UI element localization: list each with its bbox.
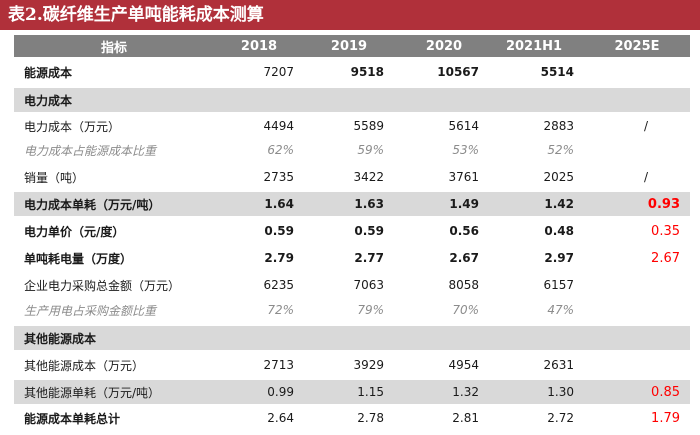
cell-2018: 2.79 <box>264 251 294 265</box>
cell-2021h1: 2025 <box>543 170 574 184</box>
cell-2025e: 1.79 <box>651 410 680 426</box>
header-2021h1: 2021H1 <box>505 38 563 54</box>
section-row: 电力成本 <box>14 88 690 112</box>
row-label: 能源成本单耗总计 <box>24 411 121 426</box>
cell-2018: 4494 <box>263 119 294 133</box>
table-row: 其他能源成本（万元） 2713 3929 4954 2631 <box>14 353 690 377</box>
table-row: 电力单价（元/度） 0.59 0.59 0.56 0.48 0.35 <box>14 219 690 243</box>
table-row: 电力成本占能源成本比重 62% 59% 53% 52% <box>14 138 690 162</box>
cell-2019: 2.77 <box>354 251 384 265</box>
table-row: 生产用电占采购金额比重 72% 79% 70% 47% <box>14 298 690 322</box>
table-row: 单吨耗电量（万度） 2.79 2.77 2.67 2.97 2.67 <box>14 246 690 270</box>
row-label: 其他能源成本（万元） <box>24 358 145 373</box>
cell-2021h1: 2.72 <box>547 411 574 425</box>
cell-2019: 5589 <box>353 119 384 133</box>
cell-2018: 62% <box>267 143 294 157</box>
section-row: 其他能源成本 <box>14 326 690 350</box>
cell-2020: 2.81 <box>452 411 479 425</box>
cell-2018: 0.99 <box>267 385 294 399</box>
cell-2021h1: 52% <box>547 143 574 157</box>
cell-2025e: / <box>644 119 649 133</box>
header-2025e: 2025E <box>614 38 660 54</box>
row-label: 生产用电占采购金额比重 <box>24 303 157 318</box>
header-2020: 2020 <box>425 38 463 54</box>
table-row: 销量（吨） 2735 3422 3761 2025 / <box>14 165 690 189</box>
section-label: 电力成本 <box>24 93 73 108</box>
cell-2021h1: 6157 <box>543 278 574 292</box>
row-label: 单吨耗电量（万度） <box>24 251 133 266</box>
cell-2020: 1.49 <box>449 197 479 211</box>
cell-2020: 1.32 <box>452 385 479 399</box>
row-label: 电力成本（万元） <box>24 119 121 134</box>
cell-2020: 10567 <box>437 65 479 79</box>
cell-2019: 3929 <box>353 358 384 372</box>
cell-2021h1: 2631 <box>543 358 574 372</box>
cell-2021h1: 2883 <box>543 119 574 133</box>
cell-2021h1: 1.42 <box>544 197 574 211</box>
cell-2018: 2735 <box>263 170 294 184</box>
table-row: 电力成本（万元） 4494 5589 5614 2883 / <box>14 114 690 138</box>
table-row: 能源成本 7207 9518 10567 5514 <box>14 60 690 84</box>
section-label: 其他能源成本 <box>24 331 97 346</box>
cell-2025e: 0.35 <box>651 223 680 239</box>
row-label: 电力成本单耗（万元/吨） <box>24 197 161 212</box>
cell-2021h1: 47% <box>547 303 574 317</box>
cell-2019: 2.78 <box>357 411 384 425</box>
cell-2021h1: 1.30 <box>547 385 574 399</box>
cell-2021h1: 0.48 <box>544 224 574 238</box>
table-row: 其他能源单耗（万元/吨） 0.99 1.15 1.32 1.30 0.85 <box>14 380 690 404</box>
cell-2025e: / <box>644 170 649 184</box>
row-label: 销量（吨） <box>24 170 85 185</box>
cell-2019: 59% <box>357 143 384 157</box>
row-label: 其他能源单耗（万元/吨） <box>24 385 161 400</box>
cell-2021h1: 2.97 <box>544 251 574 265</box>
header-indicator: 指标 <box>100 40 127 56</box>
header-2019: 2019 <box>330 38 368 54</box>
cell-2019: 0.59 <box>354 224 384 238</box>
table-title: 表2.碳纤维生产单吨能耗成本测算 <box>0 0 700 30</box>
cell-2019: 9518 <box>350 65 384 79</box>
cell-2018: 2713 <box>263 358 294 372</box>
cell-2020: 70% <box>452 303 479 317</box>
cell-2019: 79% <box>357 303 384 317</box>
cell-2018: 0.59 <box>264 224 294 238</box>
cell-2025e: 0.85 <box>651 384 680 400</box>
cell-2025e: 0.93 <box>647 196 680 212</box>
cell-2019: 7063 <box>353 278 384 292</box>
row-label: 企业电力采购总金额（万元） <box>24 278 181 293</box>
table-row: 电力成本单耗（万元/吨） 1.64 1.63 1.49 1.42 0.93 <box>14 192 690 216</box>
cell-2019: 3422 <box>353 170 384 184</box>
cell-2020: 8058 <box>448 278 479 292</box>
cell-2018: 72% <box>267 303 294 317</box>
header-2018: 2018 <box>240 38 278 54</box>
cell-2025e <box>594 60 680 84</box>
cell-2021h1: 5514 <box>540 65 574 79</box>
table-header-row: 指标 2018 2019 2020 2021H1 2025E <box>14 35 690 57</box>
cell-2018: 7207 <box>263 65 294 79</box>
cell-2020: 5614 <box>448 119 479 133</box>
cell-2025e: 2.67 <box>651 250 680 266</box>
cell-2018: 1.64 <box>264 197 294 211</box>
cell-2019: 1.15 <box>357 385 384 399</box>
cell-2020: 4954 <box>448 358 479 372</box>
table-row: 能源成本单耗总计 2.64 2.78 2.81 2.72 1.79 <box>14 406 690 430</box>
cell-2018: 2.64 <box>267 411 294 425</box>
row-label: 能源成本 <box>24 65 73 80</box>
row-label: 电力成本占能源成本比重 <box>24 143 157 158</box>
cell-2019: 1.63 <box>354 197 384 211</box>
cell-2020: 3761 <box>448 170 479 184</box>
cell-2018: 6235 <box>263 278 294 292</box>
cell-2020: 53% <box>452 143 479 157</box>
row-label: 电力单价（元/度） <box>24 224 125 239</box>
cell-2020: 0.56 <box>449 224 479 238</box>
cell-2020: 2.67 <box>449 251 479 265</box>
table-row: 企业电力采购总金额（万元） 6235 7063 8058 6157 <box>14 273 690 297</box>
